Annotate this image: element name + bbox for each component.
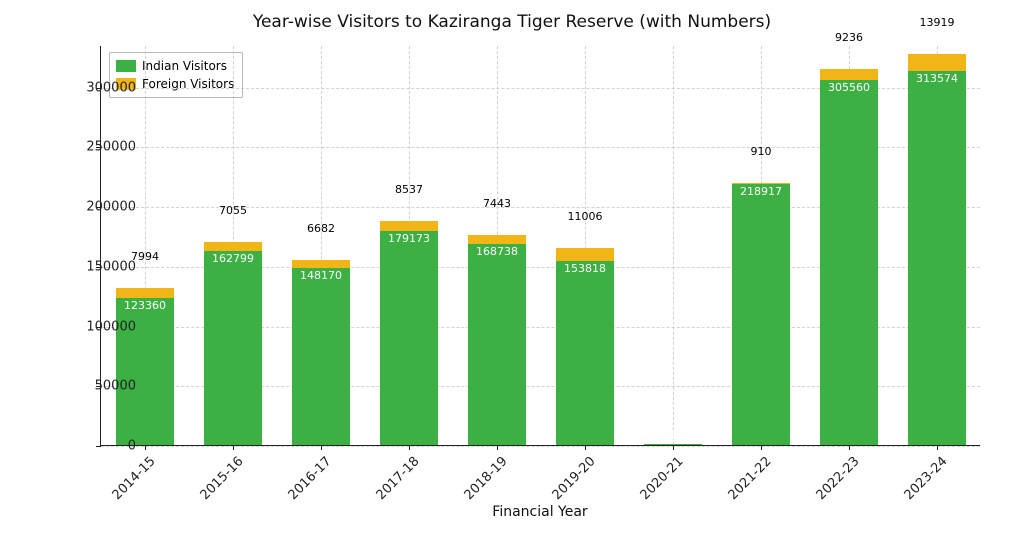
- bar-foreign: [468, 235, 526, 244]
- xtick-mark: [409, 445, 410, 450]
- value-label-foreign: 13919: [919, 16, 954, 29]
- bar-foreign: [292, 260, 350, 268]
- value-label-indian: 305560: [828, 81, 870, 94]
- legend-swatch: [116, 60, 136, 72]
- value-label-foreign: 910: [750, 145, 771, 158]
- bar-indian: [908, 71, 966, 445]
- bar-foreign: [820, 69, 878, 80]
- value-label-foreign: 11006: [567, 210, 602, 223]
- bar-indian: [204, 251, 262, 445]
- value-label-foreign: 9236: [835, 31, 863, 44]
- xtick-mark: [497, 445, 498, 450]
- value-label-foreign: 8537: [395, 183, 423, 196]
- ytick-label: 150000: [56, 259, 136, 274]
- xtick-mark: [937, 445, 938, 450]
- bar-foreign: [732, 183, 790, 184]
- value-label-indian: 153818: [564, 262, 606, 275]
- bar-indian: [556, 261, 614, 445]
- xtick-mark: [321, 445, 322, 450]
- bar-foreign: [908, 54, 966, 71]
- value-label-foreign: 7055: [219, 204, 247, 217]
- value-label-indian: 162799: [212, 252, 254, 265]
- value-label-indian: 313574: [916, 72, 958, 85]
- chart-title: Year-wise Visitors to Kaziranga Tiger Re…: [0, 12, 1024, 32]
- ytick-label: 0: [56, 439, 136, 454]
- xtick-mark: [145, 445, 146, 450]
- xtick-mark: [233, 445, 234, 450]
- value-label-indian: 218917: [740, 185, 782, 198]
- ytick-label: 50000: [56, 379, 136, 394]
- bar-indian: [644, 444, 702, 445]
- legend-item: Indian Visitors: [116, 57, 234, 75]
- bar-foreign: [204, 242, 262, 250]
- xtick-mark: [761, 445, 762, 450]
- value-label-indian: 168738: [476, 245, 518, 258]
- ytick-label: 200000: [56, 200, 136, 215]
- value-label-foreign: 7443: [483, 197, 511, 210]
- bar-indian: [820, 80, 878, 445]
- legend-label: Foreign Visitors: [142, 75, 234, 93]
- plot-area: Indian VisitorsForeign Visitors 12336079…: [100, 46, 980, 446]
- bar-indian: [292, 268, 350, 445]
- xtick-mark: [585, 445, 586, 450]
- legend-label: Indian Visitors: [142, 57, 227, 75]
- value-label-indian: 179173: [388, 232, 430, 245]
- bar-indian: [468, 244, 526, 445]
- bar-foreign: [380, 221, 438, 231]
- bar-foreign: [116, 288, 174, 298]
- ytick-label: 250000: [56, 140, 136, 155]
- xtick-mark: [673, 445, 674, 450]
- value-label-indian: 148170: [300, 269, 342, 282]
- ytick-label: 100000: [56, 319, 136, 334]
- bar-foreign: [556, 248, 614, 261]
- xtick-mark: [849, 445, 850, 450]
- bar-indian: [732, 184, 790, 445]
- value-label-foreign: 6682: [307, 222, 335, 235]
- bar-indian: [380, 231, 438, 445]
- value-label-indian: 443: [662, 430, 683, 443]
- ytick-label: 300000: [56, 80, 136, 95]
- value-label-indian: 123360: [124, 299, 166, 312]
- chart-container: Year-wise Visitors to Kaziranga Tiger Re…: [0, 0, 1024, 538]
